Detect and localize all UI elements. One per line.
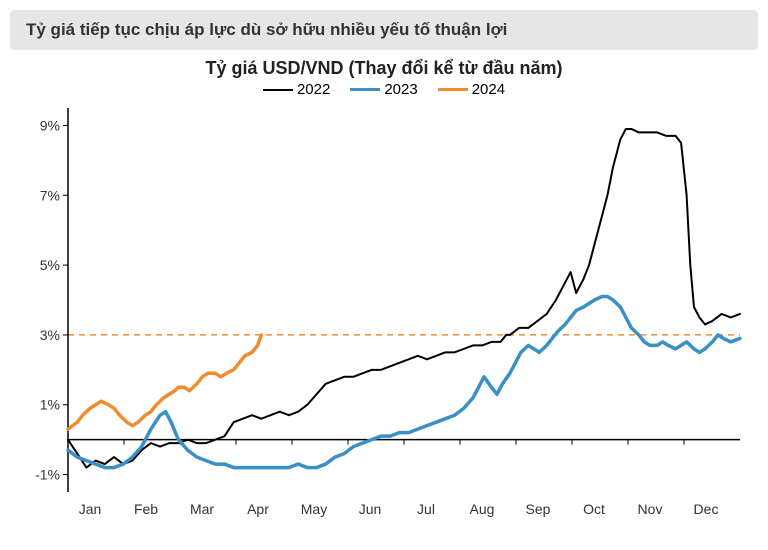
chart-legend: 2022 2023 2024: [10, 81, 758, 98]
svg-text:Nov: Nov: [638, 501, 663, 517]
legend-swatch: [263, 89, 293, 91]
svg-text:-1%: -1%: [35, 467, 60, 483]
legend-item-2024: 2024: [438, 81, 505, 98]
svg-text:Jun: Jun: [359, 501, 382, 517]
page-header: Tỷ giá tiếp tục chịu áp lực dù sở hữu nh…: [10, 10, 758, 50]
svg-text:Oct: Oct: [583, 501, 605, 517]
svg-text:Jan: Jan: [79, 501, 102, 517]
svg-text:Dec: Dec: [694, 501, 719, 517]
legend-swatch: [350, 88, 380, 92]
svg-text:7%: 7%: [40, 187, 60, 203]
legend-label: 2022: [297, 81, 330, 98]
chart-area: -1% 1% 3% 5% 7% 9% Jan Feb Mar Apr May Jun Jul Aug Sep…: [20, 102, 750, 522]
svg-text:Feb: Feb: [134, 501, 158, 517]
legend-label: 2024: [472, 81, 505, 98]
chart-svg: -1% 1% 3% 5% 7% 9% Jan Feb Mar Apr May Jun Jul Aug Sep…: [20, 102, 750, 522]
chart-title: Tỷ giá USD/VND (Thay đổi kể từ đầu năm): [10, 58, 758, 79]
svg-text:5%: 5%: [40, 257, 60, 273]
svg-text:Aug: Aug: [470, 501, 495, 517]
svg-text:9%: 9%: [40, 117, 60, 133]
svg-text:Apr: Apr: [247, 501, 269, 517]
legend-swatch: [438, 88, 468, 92]
svg-text:3%: 3%: [40, 327, 60, 343]
svg-text:Sep: Sep: [526, 501, 551, 517]
legend-label: 2023: [384, 81, 417, 98]
legend-item-2022: 2022: [263, 81, 330, 98]
legend-item-2023: 2023: [350, 81, 417, 98]
svg-text:1%: 1%: [40, 397, 60, 413]
svg-text:Mar: Mar: [190, 501, 214, 517]
svg-text:May: May: [301, 501, 327, 517]
svg-text:Jul: Jul: [417, 501, 435, 517]
